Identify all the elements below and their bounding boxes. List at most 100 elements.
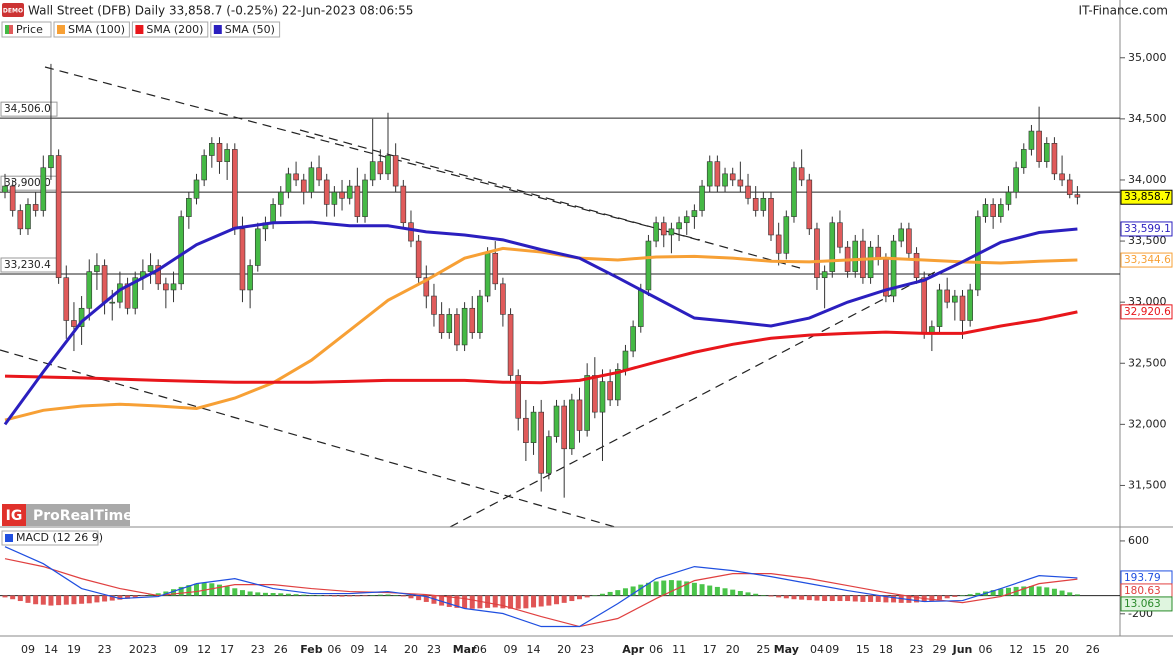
- histogram-bar: [737, 591, 743, 596]
- legend-box: [1, 530, 99, 546]
- histogram-bar: [347, 595, 353, 597]
- candle-body: [484, 252, 491, 297]
- histogram-bar: [400, 595, 406, 597]
- candle-body: [477, 295, 483, 334]
- x-tick-label: 20: [557, 643, 571, 656]
- histogram-bar: [117, 595, 123, 600]
- histogram-bar: [293, 594, 299, 596]
- histogram-bar: [776, 595, 782, 598]
- histogram-bar: [684, 581, 690, 596]
- histogram-bar: [63, 595, 69, 605]
- candle-body: [752, 197, 759, 211]
- x-tick-label: 20: [1055, 643, 1069, 656]
- candle-body: [377, 161, 384, 175]
- candle-body: [622, 350, 629, 370]
- x-tick-label: 12: [197, 643, 211, 656]
- histogram-bar: [914, 595, 920, 603]
- candle-body: [645, 240, 652, 291]
- histogram-bar: [1005, 587, 1011, 596]
- histogram-bar: [148, 594, 154, 596]
- x-tick-label: 06: [473, 643, 487, 656]
- candle-body: [936, 289, 943, 327]
- candle-body: [285, 173, 292, 193]
- histogram-bar: [354, 595, 360, 597]
- candle-body: [101, 265, 108, 303]
- histogram-bar: [201, 582, 207, 596]
- candle-body: [768, 197, 774, 236]
- candle-body: [94, 265, 100, 272]
- candle-body: [967, 289, 973, 321]
- candle-body: [147, 265, 154, 272]
- candle-body: [308, 167, 315, 193]
- candle-body: [423, 277, 430, 297]
- chart-title: Wall Street (DFB) Daily 33,858.7 (-0.25%…: [28, 4, 413, 18]
- candle-body: [163, 283, 169, 291]
- histogram-bar: [860, 595, 866, 602]
- y-tick-label: 600: [1128, 534, 1149, 547]
- candle-body: [553, 405, 560, 437]
- histogram-bar: [79, 595, 85, 604]
- value-tag: [1120, 304, 1173, 320]
- candle-body: [783, 216, 790, 254]
- x-tick-label: 06: [327, 643, 341, 656]
- level-label: 33,900.0: [4, 177, 51, 189]
- candle-body: [247, 265, 253, 291]
- legend-box: [53, 21, 130, 38]
- histogram-bar: [94, 595, 100, 603]
- histogram-bar: [1036, 586, 1042, 596]
- x-tick-label: 14: [44, 643, 58, 656]
- x-tick-label: 09: [21, 643, 35, 656]
- histogram-bar: [584, 595, 590, 598]
- candle-body: [676, 222, 682, 230]
- sma-line: [4, 310, 1078, 385]
- x-tick-label: 26: [274, 643, 288, 656]
- value-tag: [1120, 596, 1173, 612]
- legend-swatch: [135, 25, 144, 34]
- x-tick-label: 09: [174, 643, 188, 656]
- histogram-bar: [316, 595, 322, 597]
- histogram-bar: [71, 595, 77, 605]
- histogram-bar: [799, 595, 805, 600]
- histogram-bar: [102, 595, 108, 602]
- candle-body: [392, 155, 399, 187]
- histogram-bar: [216, 584, 222, 596]
- candle-body: [1013, 167, 1019, 193]
- histogram-bar: [469, 595, 475, 609]
- candle-body: [408, 222, 414, 242]
- x-tick-label: 06: [649, 643, 663, 656]
- candle-body: [867, 246, 874, 279]
- x-tick-label: 12: [1009, 643, 1023, 656]
- candle-body: [921, 277, 928, 334]
- histogram-bar: [262, 592, 268, 596]
- logo-mark: IG: [6, 508, 23, 524]
- legend-label: SMA (100): [68, 23, 125, 36]
- value-tag: [1120, 252, 1173, 268]
- candle-body: [86, 271, 93, 309]
- histogram-bar: [707, 585, 713, 596]
- histogram-bar: [33, 595, 39, 605]
- x-tick-label: 14: [373, 643, 387, 656]
- candle-body: [630, 326, 636, 352]
- candle-body: [990, 204, 996, 217]
- histogram-bar: [829, 595, 835, 602]
- candle-body: [898, 228, 905, 242]
- x-tick-label: 23: [251, 643, 265, 656]
- candle-body: [216, 143, 223, 162]
- histogram-bar: [975, 592, 981, 596]
- value-tag-label: 13.063: [1124, 598, 1161, 610]
- candle-body: [40, 167, 47, 211]
- candle-body: [124, 283, 131, 309]
- histogram-bar: [155, 593, 161, 596]
- histogram-bar: [255, 592, 261, 596]
- candle-body: [1051, 143, 1058, 175]
- candle-body: [668, 228, 675, 236]
- candle-body: [224, 149, 230, 162]
- value-tag-label: 32,920.6: [1124, 306, 1171, 318]
- candle-body: [699, 185, 705, 211]
- legend-label: SMA (200): [146, 23, 203, 36]
- x-tick-label: May: [774, 643, 799, 656]
- x-tick-label: Feb: [300, 643, 323, 656]
- histogram-bar: [377, 594, 383, 596]
- candle-body: [492, 252, 499, 285]
- histogram-bar: [806, 595, 812, 601]
